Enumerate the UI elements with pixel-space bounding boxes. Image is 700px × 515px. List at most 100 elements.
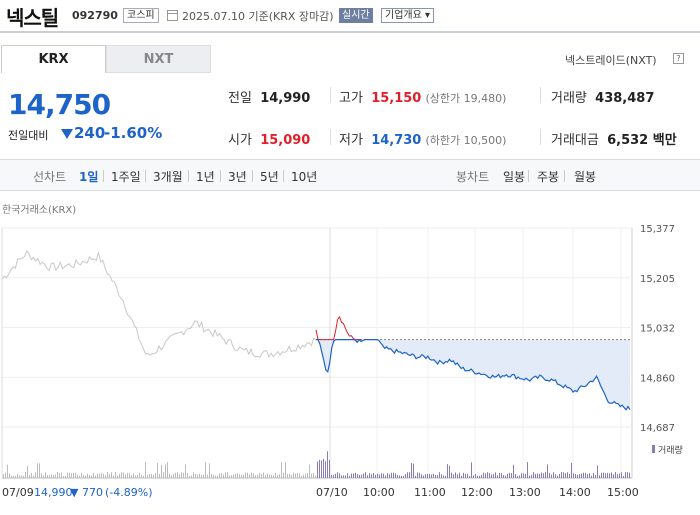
volume-bar (103, 473, 104, 478)
volume-bar (467, 473, 468, 478)
volume-bar (173, 474, 174, 478)
volume-bar (349, 475, 350, 478)
volume-bar (491, 474, 492, 478)
volume-bar (165, 464, 166, 478)
tab-krx[interactable]: KRX (1, 45, 106, 73)
volume-bar (303, 474, 304, 478)
volume-bar (209, 463, 210, 478)
volume-bar (607, 472, 608, 478)
series-today-up (315, 315, 362, 341)
volume-bar (229, 475, 230, 478)
volume-bar (265, 474, 266, 478)
volume-bar (255, 475, 256, 478)
realtime-button[interactable]: 실시간 (339, 8, 373, 23)
volume-bar (275, 472, 276, 478)
volume-bar (17, 473, 18, 478)
volume-bar (51, 474, 52, 478)
x-tick-label: 07/10 (316, 486, 348, 499)
y-axis-ticks: 15,377 15,205 15,032 14,860 14,687 (640, 224, 675, 434)
volume-bar (355, 472, 356, 478)
volume-bar (315, 475, 316, 478)
period-5y[interactable]: 5년 (260, 170, 279, 184)
volume-bar (591, 475, 592, 478)
upper-limit: (상한가 19,480) (425, 92, 507, 105)
volume-bar (87, 473, 88, 478)
volume-bar (157, 463, 158, 478)
volume-bar (195, 473, 196, 478)
divider (145, 170, 146, 182)
volume-bar (543, 473, 544, 478)
volume-bar (579, 474, 580, 478)
volume-bar (439, 472, 440, 478)
period-3m[interactable]: 3개월 (153, 170, 183, 184)
period-weekly[interactable]: 주봉 (537, 170, 560, 184)
divider (540, 129, 541, 145)
period-monthly[interactable]: 월봉 (574, 170, 597, 184)
volume-bar (485, 473, 486, 478)
volume-bar (529, 475, 530, 478)
volume-bar (233, 474, 234, 478)
volume-bar (613, 474, 614, 478)
stat-low: 저가 14,730 (하한가 10,500) (339, 129, 506, 148)
volume-bar (225, 472, 226, 478)
period-1y[interactable]: 1년 (196, 170, 215, 184)
volume-bar (99, 473, 100, 478)
high-value: 15,150 (371, 91, 422, 106)
divider (528, 170, 529, 182)
period-1d[interactable]: 1일 (79, 170, 99, 184)
volume-bar (131, 475, 132, 478)
volume-bar (101, 472, 102, 478)
volume-bar (527, 462, 528, 478)
volume-bar (393, 472, 394, 478)
volume-bar (177, 472, 178, 478)
volume-bar (107, 472, 108, 478)
volume-bar (487, 472, 488, 478)
volume-bar (367, 475, 368, 478)
volume-bar (227, 472, 228, 478)
volume-bar (535, 473, 536, 478)
volume-bar (21, 475, 22, 478)
volume-bar (299, 473, 300, 478)
volume-bar (357, 474, 358, 478)
company-info-dropdown[interactable]: 기업개요 ▾ (381, 8, 435, 23)
period-3y[interactable]: 3년 (228, 170, 247, 184)
period-daily[interactable]: 일봉 (503, 170, 526, 184)
volume-bar (581, 473, 582, 478)
volume-bar (411, 462, 412, 478)
volume-bar (399, 475, 400, 478)
volume-bar (241, 474, 242, 478)
stock-code: 092790 (72, 9, 118, 22)
volume-bar (431, 474, 432, 478)
help-icon[interactable]: ? (673, 53, 684, 64)
volume-bar (463, 472, 464, 478)
high-label: 고가 (339, 91, 363, 106)
volume-bar (551, 474, 552, 478)
volume-bar (29, 475, 30, 478)
caret-down-icon: ▾ (425, 10, 431, 21)
volume-bar (269, 474, 270, 478)
volume-bar (25, 472, 26, 478)
volume-bar (39, 463, 40, 478)
volume-bar (433, 473, 434, 478)
volume-bar (577, 474, 578, 478)
volume-bar (575, 473, 576, 478)
volume-bar (215, 475, 216, 478)
divider (188, 170, 189, 182)
x-tick-label: 11:00 (414, 486, 446, 499)
volume-bar (617, 474, 618, 478)
chart-period-bar: 선차트 1일 1주일 3개월 1년 3년 5년 10년 봉차트 일봉 주봉 월봉 (0, 159, 700, 191)
volume-bar (127, 472, 128, 478)
volume-bar (351, 473, 352, 478)
volume-bar (3, 473, 4, 478)
period-10y[interactable]: 10년 (291, 170, 318, 184)
volume-bar (311, 473, 312, 478)
period-1w[interactable]: 1주일 (111, 170, 141, 184)
volume-bar (481, 474, 482, 478)
tab-nxt[interactable]: NXT (106, 45, 211, 73)
volume-bar (477, 475, 478, 478)
volume-legend-swatch (652, 445, 655, 453)
volume-bar (619, 473, 620, 478)
volume-bar (409, 472, 410, 478)
volume-bar (33, 475, 34, 478)
volume-bar (383, 473, 384, 478)
